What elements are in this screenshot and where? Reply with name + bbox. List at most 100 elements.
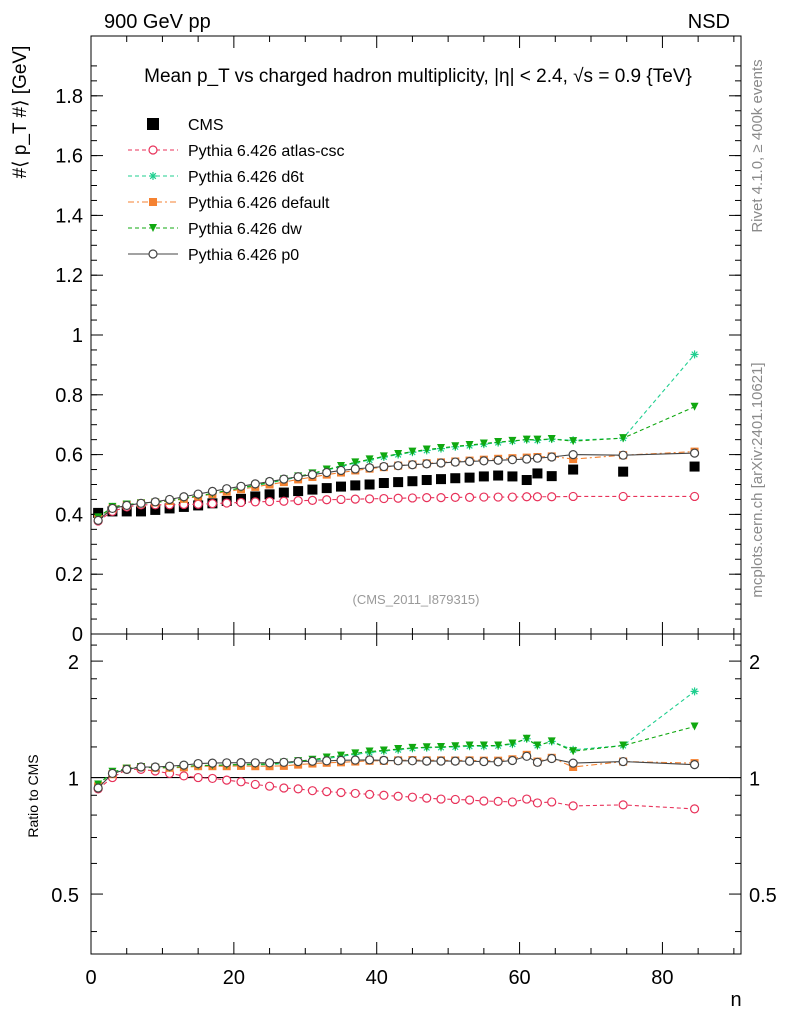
- ratio-point-atlas-csc: [379, 790, 389, 800]
- ratio-point-p0: [379, 755, 389, 765]
- main-point-d6t: [690, 350, 699, 359]
- main-point-p0: [532, 453, 543, 463]
- main-point-dw: [379, 452, 388, 461]
- cms-data-point: [336, 481, 346, 492]
- main-point-dw: [437, 444, 445, 453]
- ratio-point-atlas-csc: [422, 793, 432, 803]
- legend-marker-p0: [148, 249, 158, 259]
- legend-label-d6t: Pythia 6.426 d6t: [188, 169, 304, 186]
- cms-data-point: [293, 486, 304, 497]
- ratio-point-p0: [179, 760, 189, 770]
- main-point-p0: [364, 463, 375, 473]
- ratio-y-tick-label: 2: [68, 652, 79, 674]
- main-point-p0: [136, 498, 146, 508]
- ratio-point-atlas-csc: [407, 792, 418, 802]
- main-point-p0: [336, 465, 346, 476]
- main-point-atlas-csc: [568, 491, 578, 502]
- legend-marker-d6t: [149, 172, 157, 180]
- ratio-point-p0: [264, 758, 275, 768]
- main-point-p0: [522, 454, 532, 464]
- main-point-dw: [351, 458, 360, 467]
- main-point-dw: [533, 435, 542, 444]
- main-point-atlas-csc: [407, 493, 418, 503]
- ratio-point-dw: [569, 747, 578, 756]
- main-point-dw: [365, 455, 374, 464]
- cms-data-point: [307, 484, 318, 495]
- ratio-plot-frame: [90, 633, 742, 955]
- main-y-tick-label: 0.2: [55, 564, 83, 586]
- chart-title: Mean p_T vs charged hadron multiplicity,…: [144, 66, 692, 87]
- ratio-point-dw: [690, 722, 699, 731]
- ratio-point-dw: [533, 741, 542, 750]
- main-point-atlas-csc: [236, 497, 246, 508]
- main-point-p0: [436, 458, 446, 468]
- ratio-point-dw: [408, 743, 417, 752]
- ratio-point-dw: [365, 747, 374, 756]
- main-point-dw: [394, 450, 403, 459]
- ratio-point-p0: [307, 756, 318, 766]
- cms-data-point: [493, 470, 504, 481]
- cms-data-point: [450, 473, 461, 484]
- ratio-point-p0: [464, 756, 475, 766]
- rivet-side-label: Rivet 4.1.0, ≥ 400k events: [749, 59, 766, 232]
- ratio-point-p0: [689, 760, 700, 770]
- main-point-atlas-csc: [207, 499, 218, 509]
- main-point-p0: [393, 461, 403, 471]
- ratio-point-atlas-csc: [307, 786, 318, 796]
- ratio-point-dw: [494, 741, 503, 750]
- ratio-point-dw: [522, 734, 531, 743]
- ratio-point-atlas-csc: [532, 798, 543, 808]
- main-point-atlas-csc: [507, 492, 518, 502]
- main-point-atlas-csc: [393, 493, 403, 503]
- main-point-dw: [569, 437, 578, 446]
- legend-marker-dw: [149, 224, 157, 232]
- main-point-atlas-csc: [336, 494, 346, 505]
- ratio-point-p0: [479, 756, 489, 767]
- main-point-atlas-csc: [450, 492, 460, 502]
- cms-data-point: [93, 507, 104, 518]
- main-point-dw: [479, 439, 488, 448]
- main-point-p0: [350, 464, 360, 474]
- ratio-point-p0: [236, 758, 246, 768]
- main-point-p0: [193, 489, 203, 499]
- main-y-tick-label: 1.8: [55, 86, 83, 108]
- ratio-point-p0: [450, 756, 460, 766]
- main-point-p0: [107, 503, 118, 514]
- mcplots-side-label: mcplots.cern.ch [arXiv:2401.10621]: [749, 362, 766, 597]
- ratio-point-p0: [207, 758, 218, 768]
- main-point-atlas-csc: [493, 492, 503, 502]
- main-point-dw: [494, 438, 503, 447]
- ratio-point-p0: [322, 756, 332, 766]
- main-point-p0: [207, 486, 218, 496]
- cms-data-point: [521, 475, 532, 486]
- x-tick-label: 60: [508, 967, 530, 989]
- cms-data-point: [421, 475, 432, 486]
- main-point-atlas-csc: [689, 491, 700, 502]
- cms-data-point: [507, 471, 518, 482]
- main-point-atlas-csc: [307, 495, 318, 505]
- ratio-point-atlas-csc: [393, 791, 403, 801]
- x-tick-label: 40: [366, 967, 388, 989]
- ratio-point-dw: [508, 739, 517, 748]
- ratio-point-p0: [250, 758, 260, 768]
- main-point-p0: [293, 472, 303, 482]
- ratio-point-atlas-csc: [364, 789, 375, 799]
- ratio-point-p0: [336, 755, 346, 765]
- main-point-p0: [93, 515, 103, 525]
- main-point-atlas-csc: [350, 494, 360, 504]
- ratio-point-dw: [337, 751, 345, 760]
- ratio-point-p0: [293, 756, 303, 767]
- ratio-point-p0: [568, 758, 578, 768]
- main-point-p0: [422, 459, 432, 469]
- legend-label-default: Pythia 6.426 default: [188, 195, 330, 212]
- main-point-p0: [547, 452, 557, 462]
- ratio-point-p0: [436, 756, 446, 766]
- ratio-point-p0: [222, 758, 232, 768]
- ratio-point-atlas-csc: [568, 801, 578, 811]
- main-point-atlas-csc: [293, 496, 303, 506]
- ratio-y-tick-label: 1: [68, 769, 79, 791]
- ratio-point-dw: [619, 741, 628, 750]
- cms-data-point: [546, 471, 557, 482]
- ratio-point-p0: [107, 768, 118, 779]
